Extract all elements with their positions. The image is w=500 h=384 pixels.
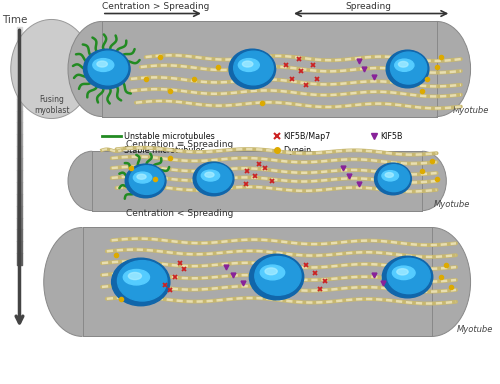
Text: Myotube: Myotube <box>434 200 470 209</box>
Ellipse shape <box>88 51 128 85</box>
Ellipse shape <box>93 59 114 71</box>
Ellipse shape <box>44 227 122 336</box>
Ellipse shape <box>382 256 432 298</box>
Ellipse shape <box>97 61 108 67</box>
Ellipse shape <box>202 170 220 181</box>
FancyBboxPatch shape <box>92 151 422 211</box>
Ellipse shape <box>255 257 301 295</box>
Text: KIF5B/Map7: KIF5B/Map7 <box>284 132 331 141</box>
Ellipse shape <box>124 270 150 285</box>
Ellipse shape <box>386 50 429 88</box>
Ellipse shape <box>398 151 446 211</box>
Ellipse shape <box>388 258 430 294</box>
Ellipse shape <box>238 59 260 71</box>
FancyBboxPatch shape <box>82 227 432 336</box>
Ellipse shape <box>112 258 170 306</box>
Ellipse shape <box>402 22 470 116</box>
Ellipse shape <box>260 265 284 280</box>
Ellipse shape <box>125 164 166 198</box>
Ellipse shape <box>68 22 136 116</box>
Text: Centration < Spreading: Centration < Spreading <box>126 209 233 218</box>
Text: Myotube: Myotube <box>453 106 490 114</box>
Text: KIF5B: KIF5B <box>380 132 403 141</box>
Text: Myotube: Myotube <box>457 326 494 334</box>
Ellipse shape <box>390 52 426 84</box>
Ellipse shape <box>265 268 277 275</box>
Ellipse shape <box>385 172 394 177</box>
FancyBboxPatch shape <box>102 22 436 116</box>
Ellipse shape <box>229 49 276 89</box>
Ellipse shape <box>128 273 141 280</box>
Ellipse shape <box>242 61 253 67</box>
Ellipse shape <box>397 269 408 275</box>
Ellipse shape <box>382 170 398 181</box>
Ellipse shape <box>84 49 130 89</box>
Ellipse shape <box>130 166 164 194</box>
Ellipse shape <box>393 227 470 336</box>
Text: Spreading: Spreading <box>346 2 392 10</box>
Ellipse shape <box>378 165 410 192</box>
Ellipse shape <box>118 261 167 301</box>
Text: Centration > Spreading: Centration > Spreading <box>102 2 210 10</box>
Ellipse shape <box>398 61 408 67</box>
Text: Time: Time <box>2 15 28 25</box>
Ellipse shape <box>193 162 234 196</box>
Ellipse shape <box>137 174 146 179</box>
Ellipse shape <box>68 151 116 211</box>
Ellipse shape <box>134 172 152 183</box>
Ellipse shape <box>250 254 304 300</box>
Ellipse shape <box>197 164 232 192</box>
Text: Stable microtubules: Stable microtubules <box>124 146 205 155</box>
Ellipse shape <box>205 172 214 177</box>
Text: Fusing
myoblast: Fusing myoblast <box>34 95 70 114</box>
Ellipse shape <box>11 20 92 119</box>
Text: Dynein: Dynein <box>284 146 312 155</box>
Ellipse shape <box>374 163 412 195</box>
Text: Centration ≡ Spreading: Centration ≡ Spreading <box>126 140 233 149</box>
Ellipse shape <box>234 51 274 85</box>
Ellipse shape <box>392 266 415 280</box>
Ellipse shape <box>394 59 414 71</box>
Text: Unstable microtubules: Unstable microtubules <box>124 132 215 141</box>
